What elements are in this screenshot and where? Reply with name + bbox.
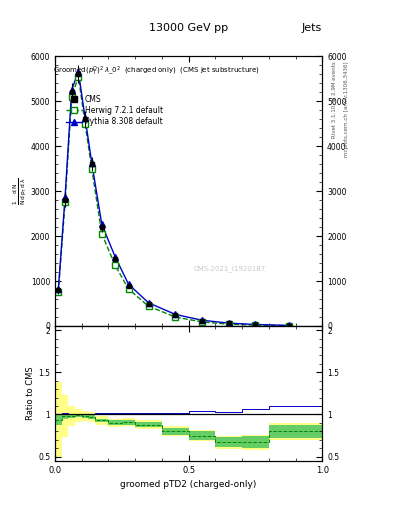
Legend: CMS, Herwig 7.2.1 default, Pythia 8.308 default: CMS, Herwig 7.2.1 default, Pythia 8.308 … bbox=[64, 93, 165, 129]
X-axis label: groomed pTD2 (charged-only): groomed pTD2 (charged-only) bbox=[120, 480, 257, 489]
Text: Groomed$(p_T^D)^2\,\lambda\_0^2$  (charged only)  (CMS jet substructure): Groomed$(p_T^D)^2\,\lambda\_0^2$ (charge… bbox=[53, 65, 260, 78]
Text: mcplots.cern.ch [arXiv:1306.3436]: mcplots.cern.ch [arXiv:1306.3436] bbox=[344, 61, 349, 157]
Text: 13000 GeV pp: 13000 GeV pp bbox=[149, 23, 228, 33]
Y-axis label: Ratio to CMS: Ratio to CMS bbox=[26, 367, 35, 420]
Text: CMS-2021_I1920187: CMS-2021_I1920187 bbox=[194, 265, 266, 272]
Text: Rivet 3.1.10, ≥ 2.9M events: Rivet 3.1.10, ≥ 2.9M events bbox=[332, 61, 337, 138]
Text: Jets: Jets bbox=[302, 23, 322, 33]
Y-axis label: $\frac{1}{\rm N}\frac{d\,N}{d\,p_T\,d\,\lambda}$: $\frac{1}{\rm N}\frac{d\,N}{d\,p_T\,d\,\… bbox=[12, 177, 29, 205]
